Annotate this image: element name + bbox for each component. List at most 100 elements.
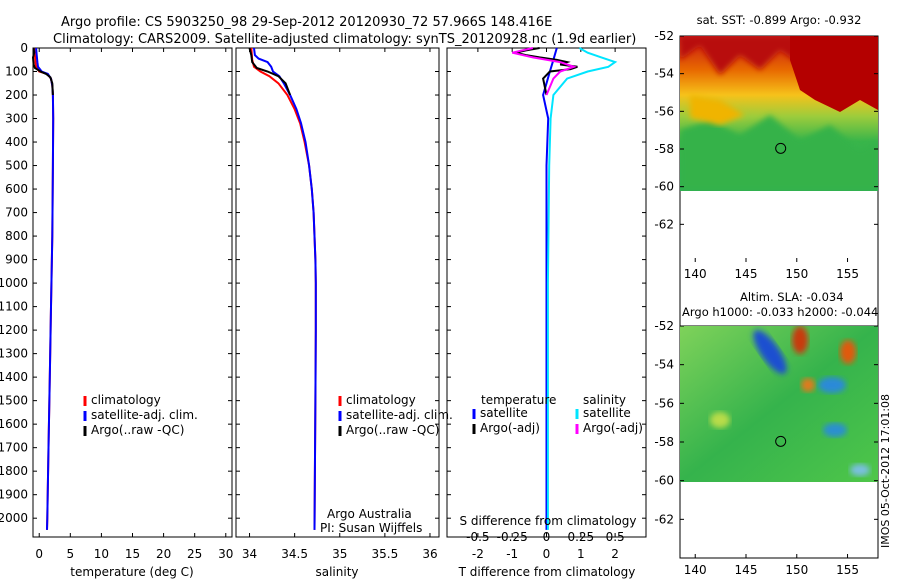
legend-label: satellite-adj. clim. [91, 408, 198, 422]
map-lon-tick-label: 140 [684, 267, 707, 281]
depth-tick-label: 300 [5, 112, 28, 126]
map-lat-tick-label: -58 [654, 142, 674, 156]
map-lat-tick-label: -56 [654, 396, 674, 410]
series-line-argo-raw-qc- [248, 47, 292, 96]
salinity-xlabel: salinity [315, 565, 358, 579]
legend-label: satellite-adj. clim. [346, 408, 453, 422]
map-lat-tick-label: -62 [654, 512, 674, 526]
series-line-satellite-adj-clim- [253, 47, 317, 530]
temperature-xlabel: temperature (deg C) [70, 565, 193, 579]
depth-tick-label: 800 [5, 229, 28, 243]
x-tick-label: 0 [35, 547, 43, 561]
imos-timestamp-watermark: IMOS 05-Oct-2012 17:01:08 [879, 394, 892, 548]
series-line-argo-raw-qc- [31, 47, 54, 96]
legend-label: climatology [346, 393, 416, 407]
depth-tick-label: 700 [5, 206, 28, 220]
depth-tick-label: 1200 [0, 323, 28, 337]
x-tick-label: 5 [66, 547, 74, 561]
x2-tick-label: 0.25 [567, 530, 594, 544]
x2-tick-label: 0 [543, 530, 551, 544]
series-line-climatology [250, 47, 317, 530]
depth-tick-label: 1800 [0, 464, 28, 478]
map-lon-tick-label: 155 [836, 267, 859, 281]
legend-label: satellite [480, 406, 528, 420]
sla-argo-location-marker [775, 435, 787, 447]
series-line-salinity-satellite [546, 47, 618, 530]
depth-tick-label: 1700 [0, 441, 28, 455]
map-lon-tick-label: 150 [785, 563, 808, 577]
x-tick-label: 34 [242, 547, 257, 561]
x-tick-label: -1 [506, 547, 518, 561]
x-tick-label: 1 [577, 547, 585, 561]
sla-map-title: Altim. SLA: -0.034 [740, 290, 844, 304]
map-lon-tick-label: 145 [735, 563, 758, 577]
depth-tick-label: 2000 [0, 511, 28, 525]
map-lon-tick-label: 150 [785, 267, 808, 281]
legend-header-temperature: temperature [481, 393, 556, 407]
depth-tick-label: 1400 [0, 370, 28, 384]
x-tick-label: 35 [332, 547, 347, 561]
difference-x2label: S difference from climatology [460, 514, 637, 528]
depth-tick-label: 1100 [0, 300, 28, 314]
x-tick-label: 35.5 [372, 547, 399, 561]
sst-map-title: sat. SST: -0.899 Argo: -0.932 [697, 13, 862, 27]
temperature-axes [32, 47, 233, 538]
map-lon-tick-label: 155 [836, 563, 859, 577]
x-tick-label: 34.5 [281, 547, 308, 561]
x-tick-label: 10 [94, 547, 109, 561]
legend-label: Argo(..raw -QC) [346, 423, 439, 437]
x-tick-label: 0 [543, 547, 551, 561]
depth-tick-label: 1000 [0, 276, 28, 290]
depth-tick-label: 1500 [0, 394, 28, 408]
legend-label: Argo(-adj) [583, 421, 643, 435]
depth-tick-label: 400 [5, 135, 28, 149]
x2-tick-label: -0.25 [497, 530, 528, 544]
depth-tick-label: 600 [5, 182, 28, 196]
x-tick-label: -2 [472, 547, 484, 561]
x2-tick-label: 0.5 [606, 530, 625, 544]
figure-title-line1: Argo profile: CS 5903250_98 29-Sep-2012 … [61, 15, 552, 30]
sla-map: Altim. SLA: -0.034 Argo h1000: -0.033 h2… [654, 290, 879, 577]
sla-map-subtitle: Argo h1000: -0.033 h2000: -0.044 [682, 305, 878, 319]
difference-xlabel: T difference from climatology [458, 565, 636, 579]
sst-argo-location-marker [775, 142, 787, 154]
depth-tick-label: 1300 [0, 347, 28, 361]
legend-label: satellite [583, 406, 631, 420]
x-tick-label: 15 [125, 547, 140, 561]
x-tick-label: 30 [218, 547, 233, 561]
depth-tick-label: 0 [20, 41, 28, 55]
depth-tick-label: 100 [5, 65, 28, 79]
x2-tick-label: -0.5 [466, 530, 489, 544]
map-lon-tick-label: 140 [684, 563, 707, 577]
credit-line2: PI: Susan Wijffels [320, 521, 422, 535]
axis-ticks: 0100200300400500600700800900100011001200… [0, 41, 646, 561]
map-lat-tick-label: -52 [654, 319, 674, 333]
credit-line1: Argo Australia [327, 507, 412, 521]
legend-header-salinity: salinity [583, 393, 626, 407]
legend-label: Argo(..raw -QC) [91, 423, 184, 437]
series-line-satellite-adj-clim- [35, 47, 55, 530]
profile-lines [31, 47, 618, 530]
depth-tick-label: 200 [5, 88, 28, 102]
series-line-salinity-argo-adj- [511, 47, 577, 96]
map-lat-tick-label: -62 [654, 217, 674, 231]
legend-label: climatology [91, 393, 161, 407]
x-tick-label: 20 [156, 547, 171, 561]
map-lat-tick-label: -52 [654, 29, 674, 43]
map-lat-tick-label: -60 [654, 474, 674, 488]
map-lat-tick-label: -54 [654, 67, 674, 81]
x-tick-label: 25 [187, 547, 202, 561]
map-lat-tick-label: -60 [654, 180, 674, 194]
map-lon-tick-label: 145 [735, 267, 758, 281]
x-tick-label: 36 [422, 547, 437, 561]
depth-tick-label: 1900 [0, 488, 28, 502]
depth-tick-label: 1600 [0, 417, 28, 431]
figure-title-line2: Climatology: CARS2009. Satellite-adjuste… [53, 32, 636, 47]
salinity-axes [235, 47, 440, 538]
legend-label: Argo(-adj) [480, 421, 540, 435]
map-lat-tick-label: -56 [654, 104, 674, 118]
x-tick-label: 2 [611, 547, 619, 561]
depth-tick-label: 500 [5, 159, 28, 173]
